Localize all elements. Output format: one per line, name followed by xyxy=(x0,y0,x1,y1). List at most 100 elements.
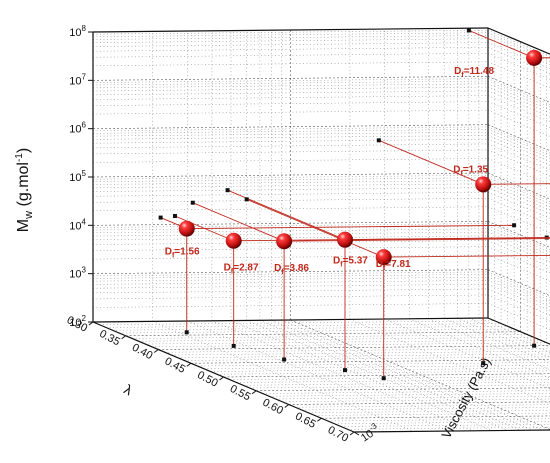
gridline xyxy=(92,223,489,228)
gridline xyxy=(92,158,489,163)
gridline xyxy=(92,131,489,137)
gridline xyxy=(487,187,550,214)
gridline xyxy=(92,86,489,92)
gridline xyxy=(92,192,489,197)
gridline xyxy=(112,326,508,331)
y-tick-mark xyxy=(353,431,360,436)
wall-projection-line xyxy=(186,224,515,230)
gridline xyxy=(92,38,489,43)
gridline xyxy=(92,198,489,203)
projection-marker xyxy=(231,343,236,348)
x-tick-label: 0.35 xyxy=(97,328,122,349)
x-tick-mark xyxy=(88,321,94,326)
x-tick-label: 0.65 xyxy=(293,410,318,431)
gridline xyxy=(92,90,489,96)
label-layer: Df=1.56 Df=2.87 Df=3.86 Df=5.37 Df=7.81 Df=1.… xyxy=(165,66,495,276)
data-label: Df=1.56 xyxy=(165,247,200,260)
gridline xyxy=(92,274,489,279)
gridline xyxy=(92,35,489,40)
gridline xyxy=(487,240,550,267)
wall-projection-line xyxy=(284,238,550,242)
gridline xyxy=(487,86,550,114)
x-tick-label: 0.60 xyxy=(260,396,285,417)
gridline xyxy=(125,331,521,337)
gridline xyxy=(92,183,489,188)
data-point xyxy=(336,231,353,248)
gridline xyxy=(92,126,489,132)
z-axis-title: Mw (g.mol-1) xyxy=(14,148,35,232)
projection-marker xyxy=(512,223,517,228)
gridline xyxy=(158,345,550,350)
wall-projection-line xyxy=(468,29,535,59)
wall-projection-line xyxy=(344,237,550,241)
gridline xyxy=(92,180,489,185)
gridline xyxy=(487,135,550,162)
data-label: Df=5.37 xyxy=(333,256,368,269)
gridline xyxy=(334,421,550,424)
projection-marker xyxy=(225,188,230,193)
gridline xyxy=(171,350,550,356)
gridline xyxy=(132,334,528,339)
point-layer xyxy=(178,49,543,266)
z-tick-label: 107 xyxy=(69,72,86,87)
box-edge xyxy=(487,27,550,55)
gridline xyxy=(92,280,489,285)
gridline xyxy=(223,373,550,378)
projection-marker xyxy=(481,361,486,366)
gridline xyxy=(92,294,489,300)
gridline xyxy=(106,323,502,328)
gridline xyxy=(138,337,534,342)
projection-marker xyxy=(244,197,249,202)
projection-marker xyxy=(282,357,287,362)
z-tick-label: 103 xyxy=(69,266,86,281)
gridline xyxy=(92,139,489,144)
projection-marker xyxy=(466,28,471,33)
gridline xyxy=(92,187,489,192)
gridline xyxy=(152,321,414,432)
gridline xyxy=(487,269,550,297)
gridline xyxy=(92,83,489,89)
gridline xyxy=(92,129,489,134)
gridline xyxy=(99,320,495,325)
z-tick-label: 106 xyxy=(69,121,86,136)
gridline xyxy=(290,319,550,430)
gridline xyxy=(487,317,550,345)
gridline xyxy=(321,415,550,419)
gridline xyxy=(487,47,550,74)
projection-marker xyxy=(190,200,195,205)
gridline xyxy=(92,143,489,149)
gridline xyxy=(203,365,550,369)
x-tick-mark xyxy=(186,362,192,367)
box-edge xyxy=(92,317,489,323)
gridline xyxy=(487,303,550,330)
gridline xyxy=(275,396,550,400)
gridline xyxy=(92,32,489,37)
gridline xyxy=(487,225,550,253)
gridline xyxy=(327,418,550,422)
wall-projection-line xyxy=(483,183,550,185)
z-tick-label: 104 xyxy=(69,217,86,232)
x-tick-mark xyxy=(153,349,159,353)
x-tick-label: 0.50 xyxy=(195,369,220,390)
data-point xyxy=(475,176,492,193)
gridline xyxy=(314,412,550,416)
gridline xyxy=(92,240,489,245)
gridline xyxy=(92,284,489,289)
y-axis-line xyxy=(353,429,550,433)
wall-projection-line xyxy=(192,202,285,242)
gridline xyxy=(487,30,550,57)
gridline xyxy=(92,53,489,58)
gridline xyxy=(92,254,489,260)
wall-projection-line xyxy=(174,215,234,242)
gridline xyxy=(151,342,547,347)
gridline xyxy=(487,284,550,311)
gridline xyxy=(92,228,489,234)
projection-marker xyxy=(381,376,386,381)
gridline xyxy=(145,339,541,345)
gridline xyxy=(92,101,489,106)
gridline xyxy=(92,109,489,115)
gridline xyxy=(487,76,550,103)
data-point xyxy=(375,249,392,266)
gridline xyxy=(487,235,550,263)
y-tick-label: 10-3 xyxy=(357,421,382,445)
